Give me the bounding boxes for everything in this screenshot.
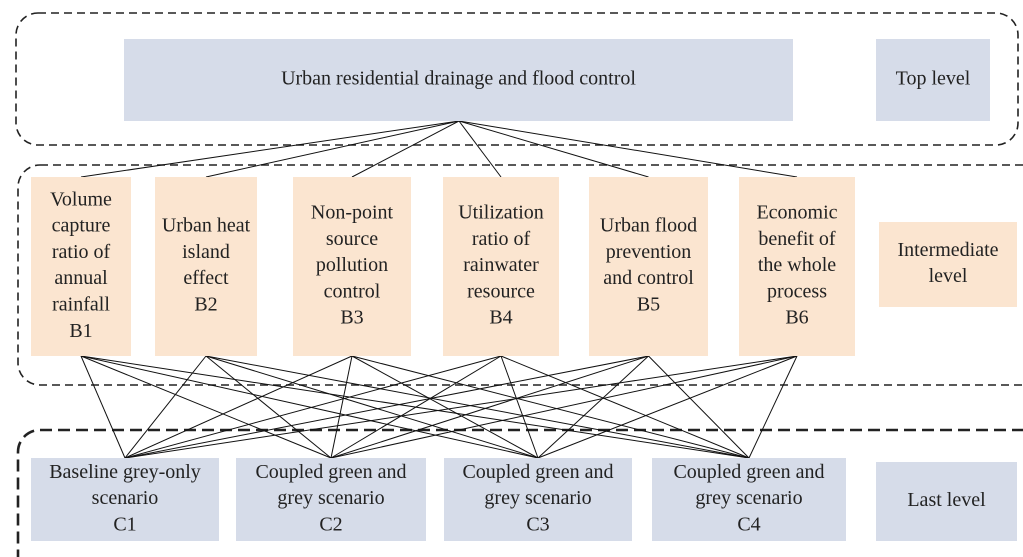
- intermediate-node-text: annual: [54, 267, 108, 289]
- intermediate-node-text: Non-point: [311, 201, 394, 223]
- last-node-text: Coupled green and: [255, 461, 406, 483]
- intermediate-node-text: B2: [194, 294, 217, 316]
- last-node-text: Coupled green and: [673, 461, 824, 483]
- level-label: [879, 222, 1017, 307]
- intermediate-node: [31, 177, 131, 356]
- intermediate-node: [443, 177, 559, 356]
- intermediate-node-text: Urban flood: [600, 215, 697, 237]
- intermediate-node-text: B6: [785, 307, 808, 329]
- connector: [205, 355, 539, 459]
- connector: [124, 355, 649, 459]
- connector: [458, 120, 502, 178]
- connector: [500, 355, 750, 459]
- connector: [330, 355, 798, 459]
- connector: [351, 120, 460, 178]
- intermediate-node-text: rainfall: [52, 294, 110, 316]
- connector: [124, 355, 207, 459]
- connector: [537, 355, 649, 459]
- intermediate-node-text: B3: [340, 307, 363, 329]
- connector: [537, 355, 798, 459]
- intermediate-node: [155, 177, 257, 356]
- last-node-text: grey scenario: [484, 487, 591, 509]
- connector: [124, 355, 798, 459]
- connector: [80, 355, 126, 459]
- top-node: [124, 39, 793, 121]
- connectors: [80, 120, 798, 459]
- last-group: [16, 428, 1023, 557]
- connector: [330, 355, 502, 459]
- intermediate-node-text: ratio of: [472, 228, 531, 250]
- level-label-text: Top level: [896, 68, 971, 90]
- level-label-text: Last level: [907, 489, 986, 511]
- connector: [80, 120, 460, 178]
- connector: [124, 355, 353, 459]
- intermediate-node-text: resource: [467, 280, 535, 302]
- intermediate-node-text: control: [324, 280, 381, 302]
- intermediate-node-text: effect: [183, 267, 229, 289]
- intermediate-node-text: B1: [69, 320, 92, 342]
- intermediate-node-text: the whole: [758, 254, 836, 276]
- last-node: [236, 458, 426, 541]
- top-node-text: Urban residential drainage and flood con…: [281, 68, 636, 90]
- top-group: [15, 12, 1019, 146]
- intermediate-node-text: B5: [637, 294, 660, 316]
- intermediate-node-text: benefit of: [758, 228, 836, 250]
- connector: [330, 355, 649, 459]
- connector: [351, 355, 750, 459]
- connector: [330, 355, 353, 459]
- intermediate-node: [293, 177, 411, 356]
- connector: [80, 355, 539, 459]
- connector: [748, 355, 798, 459]
- intermediate-node-text: source: [326, 228, 378, 250]
- connector: [500, 355, 539, 459]
- last-node-text: C4: [737, 513, 760, 535]
- intermediate-node-text: prevention: [606, 241, 692, 263]
- intermediate-node-text: Volume: [50, 188, 112, 210]
- connector: [458, 120, 649, 178]
- last-node-text: C2: [319, 513, 342, 535]
- intermediate-node-text: island: [182, 241, 230, 263]
- last-node: [31, 458, 219, 541]
- intermediate-node-text: and control: [603, 267, 694, 289]
- intermediate-node-text: process: [767, 280, 827, 302]
- intermediate-node-text: B4: [489, 307, 512, 329]
- intermediate-node-text: capture: [52, 215, 111, 237]
- last-node: [444, 458, 632, 541]
- connector: [351, 355, 539, 459]
- intermediate-node-text: Economic: [756, 201, 837, 223]
- intermediate-node-text: Utilization: [458, 201, 544, 223]
- intermediate-group: [17, 164, 1023, 386]
- last-node: [652, 458, 846, 541]
- intermediate-node-text: ratio of: [52, 241, 111, 263]
- last-node-text: Coupled green and: [462, 461, 613, 483]
- last-node-text: Baseline grey-only: [49, 461, 201, 483]
- level-label-text: level: [929, 265, 968, 287]
- level-label: [876, 39, 990, 121]
- connector: [205, 120, 460, 178]
- intermediate-node-text: rainwater: [463, 254, 539, 276]
- intermediate-node-text: pollution: [316, 254, 388, 276]
- connector: [458, 120, 798, 178]
- level-label-text: Intermediate: [897, 239, 998, 261]
- intermediate-node-text: Urban heat: [162, 215, 251, 237]
- connector: [205, 355, 750, 459]
- intermediate-node: [739, 177, 855, 356]
- last-node-text: C1: [113, 513, 136, 535]
- connector: [80, 355, 332, 459]
- last-node-text: grey scenario: [277, 487, 384, 509]
- nodes: Urban residential drainage and flood con…: [31, 39, 1017, 541]
- last-node-text: grey scenario: [695, 487, 802, 509]
- connector: [648, 355, 750, 459]
- level-label: [876, 462, 1017, 541]
- connector: [205, 355, 332, 459]
- last-node-text: C3: [526, 513, 549, 535]
- connector: [124, 355, 502, 459]
- intermediate-node: [589, 177, 708, 356]
- last-node-text: scenario: [92, 487, 159, 509]
